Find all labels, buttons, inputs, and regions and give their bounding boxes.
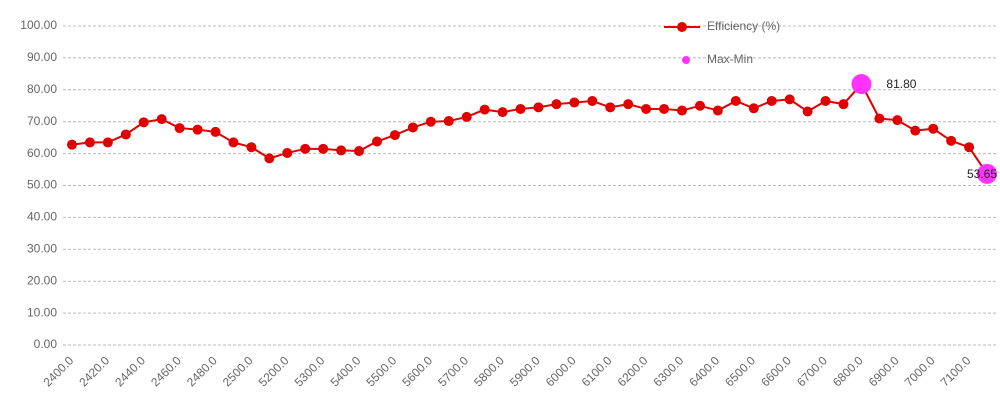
legend-marker — [677, 22, 687, 32]
x-tick-label: 5800.0 — [471, 353, 507, 389]
y-tick-label: 60.00 — [27, 146, 57, 160]
point — [694, 100, 705, 111]
x-tick-label: 7100.0 — [938, 353, 974, 389]
point — [102, 137, 113, 148]
series-line — [71, 82, 988, 175]
x-tick-label: 2480.0 — [184, 353, 220, 389]
point — [820, 95, 831, 106]
point — [443, 116, 454, 127]
x-tick-label: 2500.0 — [220, 353, 256, 389]
x-tick-label: 5300.0 — [292, 353, 328, 389]
point — [282, 147, 293, 158]
x-tick-label: 6800.0 — [830, 353, 866, 389]
x-tick-label: 6500.0 — [722, 353, 758, 389]
point — [66, 139, 77, 150]
x-tick-label: 5900.0 — [507, 353, 543, 389]
x-tick-label: 2440.0 — [112, 353, 148, 389]
x-tick-label: 6100.0 — [579, 353, 615, 389]
point — [874, 113, 885, 124]
point — [210, 126, 221, 137]
y-tick-label: 30.00 — [27, 241, 57, 255]
point — [336, 145, 347, 156]
point — [784, 94, 795, 105]
x-tick-label: 6300.0 — [651, 353, 687, 389]
point — [712, 105, 723, 116]
point — [677, 105, 688, 116]
point — [605, 102, 616, 113]
point — [623, 99, 634, 110]
point — [84, 137, 95, 148]
y-tick-label: 40.00 — [27, 210, 57, 224]
point — [300, 143, 311, 154]
y-tick-label: 80.00 — [27, 82, 57, 96]
point — [425, 116, 436, 127]
data-label: 53.65 — [967, 167, 997, 181]
x-tick-label: 7000.0 — [902, 353, 938, 389]
x-tick-label: 6700.0 — [794, 353, 830, 389]
x-tick-label: 5500.0 — [363, 353, 399, 389]
point — [838, 99, 849, 110]
point — [766, 95, 777, 106]
y-tick-label: 0.00 — [34, 337, 58, 351]
point — [892, 115, 903, 126]
point — [802, 106, 813, 117]
x-tick-label: 6400.0 — [686, 353, 722, 389]
highlight-point — [977, 163, 998, 184]
point — [497, 107, 508, 118]
y-tick-label: 20.00 — [27, 273, 57, 287]
highlight-point — [851, 74, 872, 95]
point — [928, 123, 939, 134]
x-tick-label: 6200.0 — [615, 353, 651, 389]
x-tick-label: 6000.0 — [543, 353, 579, 389]
point — [192, 124, 203, 135]
point — [138, 117, 149, 128]
legend-label: Efficiency (%) — [707, 19, 780, 33]
x-tick-label: 2400.0 — [40, 353, 76, 389]
x-tick-label: 5400.0 — [328, 353, 364, 389]
point — [533, 102, 544, 113]
x-tick-label: 6900.0 — [866, 353, 902, 389]
point — [318, 143, 329, 154]
point — [354, 146, 365, 157]
y-tick-label: 100.00 — [20, 18, 57, 32]
data-label: 81.80 — [886, 77, 916, 91]
x-tick-label: 6600.0 — [758, 353, 794, 389]
y-tick-label: 90.00 — [27, 50, 57, 64]
y-tick-label: 10.00 — [27, 305, 57, 319]
point — [587, 95, 598, 106]
x-tick-label: 2460.0 — [148, 353, 184, 389]
point — [748, 103, 759, 114]
y-tick-label: 70.00 — [27, 114, 57, 128]
x-tick-label: 5600.0 — [399, 353, 435, 389]
point — [246, 142, 257, 153]
point — [910, 125, 921, 136]
x-tick-label: 5200.0 — [256, 353, 292, 389]
legend-marker — [682, 56, 690, 64]
point — [964, 142, 975, 153]
point — [946, 135, 957, 146]
point — [515, 103, 526, 114]
point — [264, 153, 275, 164]
point — [371, 136, 382, 147]
point — [228, 137, 239, 148]
point — [156, 114, 167, 125]
point — [389, 130, 400, 141]
point — [641, 103, 652, 114]
point — [569, 97, 580, 108]
legend-label: Max-Min — [707, 52, 753, 66]
point — [174, 123, 185, 134]
x-tick-label: 5700.0 — [435, 353, 471, 389]
point — [551, 99, 562, 110]
point — [730, 95, 741, 106]
point — [659, 103, 670, 114]
point — [479, 104, 490, 115]
point — [407, 122, 418, 133]
point — [120, 129, 131, 140]
point — [461, 111, 472, 122]
y-tick-label: 50.00 — [27, 178, 57, 192]
x-tick-label: 2420.0 — [76, 353, 112, 389]
